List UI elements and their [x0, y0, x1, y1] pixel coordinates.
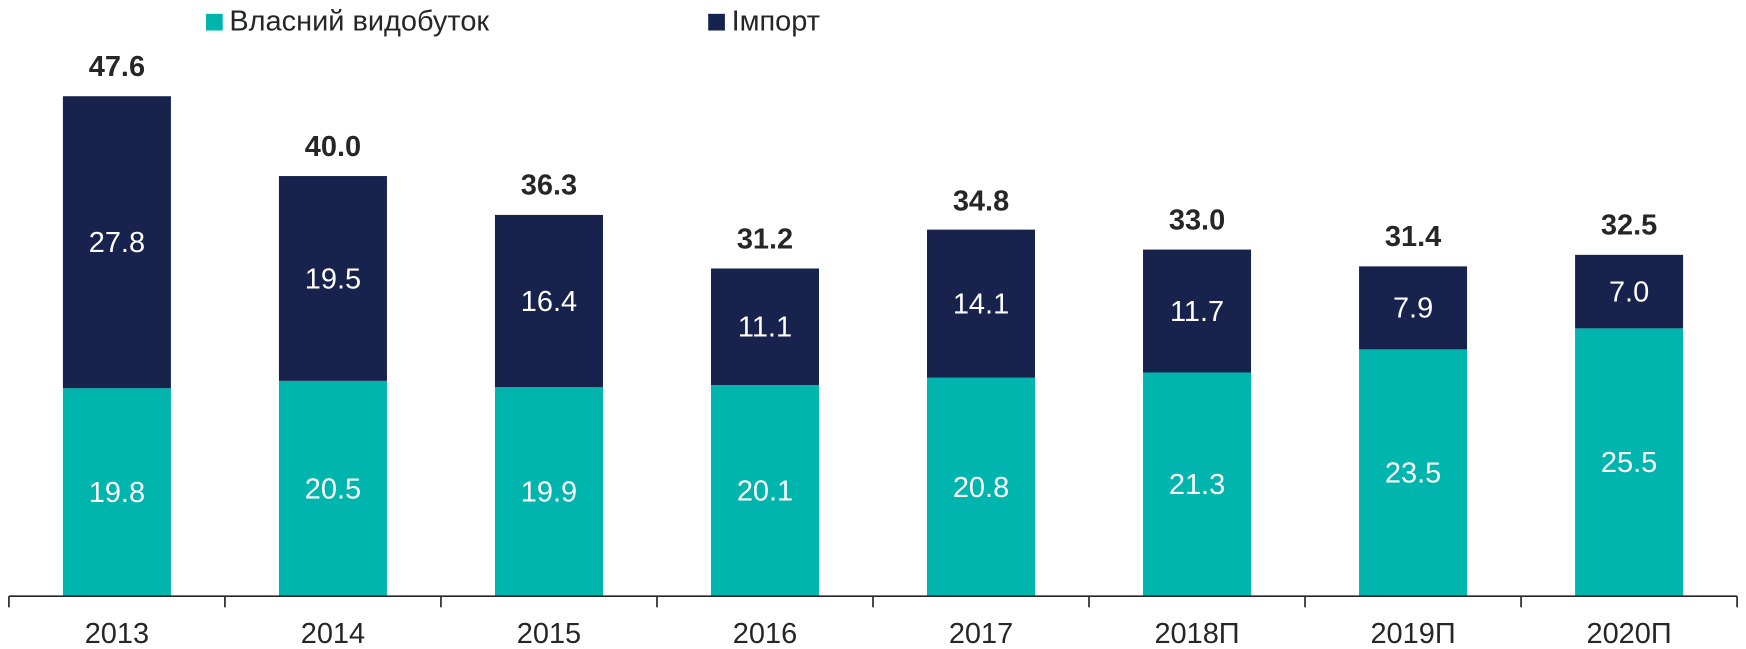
bar-segment [710, 268, 819, 386]
value-label: 11.7 [1170, 296, 1224, 328]
bar-segment [927, 229, 1036, 378]
bar-segment [494, 214, 603, 388]
value-label: 19.9 [521, 477, 577, 509]
value-label: 20.5 [305, 473, 361, 505]
bar-segment [278, 380, 387, 597]
legend-swatch [708, 13, 725, 31]
bar-segment [1359, 266, 1468, 350]
bar-segment [62, 388, 171, 597]
legend-swatch [206, 13, 223, 31]
bar-segment [1575, 254, 1684, 329]
bar-segment [1575, 328, 1684, 597]
bar-segment [62, 96, 171, 389]
x-tick-label: 2016 [733, 618, 797, 649]
bar-segment [1359, 349, 1468, 597]
value-label: 19.8 [89, 477, 145, 509]
bar-segment [278, 176, 387, 381]
total-label: 47.6 [89, 51, 145, 83]
value-label: 20.1 [737, 476, 793, 508]
bar-segment [927, 377, 1036, 597]
total-label: 36.3 [521, 170, 577, 202]
value-label: 14.1 [953, 289, 1009, 321]
bar-segment [494, 387, 603, 597]
total-label: 33.0 [1169, 204, 1225, 236]
value-label: 23.5 [1385, 458, 1441, 490]
value-label: 19.5 [305, 263, 361, 295]
total-label: 31.2 [737, 223, 793, 255]
total-label: 34.8 [953, 185, 1009, 217]
value-label: 16.4 [521, 286, 577, 318]
x-tick-label: 2020П [1586, 618, 1671, 649]
x-tick-label: 2019П [1370, 618, 1455, 649]
value-label: 21.3 [1169, 469, 1225, 501]
total-label: 40.0 [305, 131, 361, 163]
x-tick-label: 2018П [1154, 618, 1239, 649]
value-label: 7.9 [1393, 293, 1433, 325]
bar-segment [1143, 249, 1252, 373]
legend-label: Імпорт [732, 5, 820, 37]
legend-label: Власний видобуток [229, 5, 489, 37]
bar-segment [1143, 372, 1252, 597]
bar-segment [710, 385, 819, 597]
x-tick-label: 2015 [517, 618, 581, 649]
value-label: 7.0 [1609, 276, 1649, 308]
value-label: 27.8 [89, 227, 145, 259]
x-tick-label: 2014 [301, 618, 365, 649]
value-label: 11.1 [738, 312, 792, 344]
x-tick-label: 2017 [949, 618, 1013, 649]
value-label: 25.5 [1601, 447, 1657, 479]
value-label: 20.8 [953, 472, 1009, 504]
total-label: 32.5 [1601, 210, 1657, 242]
x-tick-label: 2013 [85, 618, 149, 649]
total-label: 31.4 [1385, 221, 1441, 253]
